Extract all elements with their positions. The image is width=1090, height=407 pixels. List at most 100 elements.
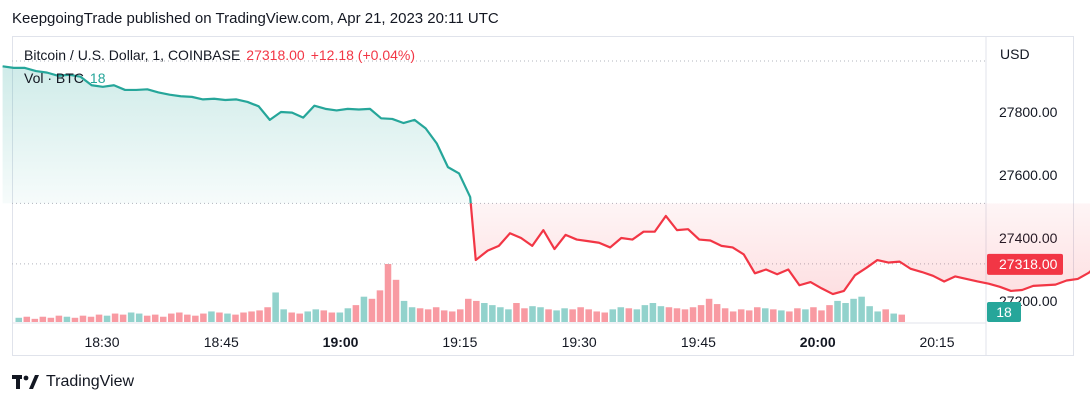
volume-bar (400, 300, 408, 322)
volume-bar (834, 300, 841, 322)
volume-bar (737, 309, 745, 322)
volume-bar (344, 308, 352, 322)
volume-bar (794, 308, 801, 322)
volume-bar (232, 314, 239, 322)
volume-bar (408, 307, 416, 322)
volume-bar (802, 309, 809, 322)
volume-bar (200, 313, 207, 322)
volume-bar (553, 310, 560, 322)
volume-bar (721, 308, 729, 322)
volume-bar (489, 305, 496, 322)
volume-bar (288, 312, 295, 322)
price-change: +12.18 (+0.04%) (310, 47, 415, 63)
volume-bar (23, 316, 31, 322)
volume-bar (633, 309, 641, 322)
y-tick-label: 27800.00 (999, 104, 1058, 120)
tradingview-logo[interactable]: TradingView (12, 373, 134, 391)
volume-bar (392, 279, 400, 322)
volume-bar (890, 313, 897, 322)
volume-bar (87, 316, 95, 322)
volume-bar (448, 311, 456, 322)
volume-bar (119, 314, 127, 322)
last-price-badge (987, 253, 1063, 275)
volume-bar (256, 310, 263, 322)
volume-value: 18 (89, 70, 106, 86)
volume-bar (657, 306, 665, 322)
volume-label[interactable]: Vol · BTC (24, 70, 84, 86)
area-below-base (470, 203, 1090, 295)
volume-bar (874, 311, 881, 322)
volume-bar (440, 310, 448, 322)
volume-bar (697, 305, 705, 322)
volume-bar (705, 298, 713, 322)
volume-bar (729, 311, 737, 322)
tradingview-brand: TradingView (46, 373, 135, 390)
price-line-up (2, 65, 472, 204)
volume-bar (762, 308, 769, 322)
volume-bar (681, 309, 689, 322)
price-line-down (469, 203, 1090, 296)
volume-bar (63, 316, 71, 322)
volume-bar (336, 312, 344, 322)
x-tick-label: 19:30 (562, 334, 597, 350)
volume-bar (312, 309, 320, 322)
volume-bar (71, 317, 79, 322)
volume-bar (368, 298, 376, 322)
volume-bar (745, 310, 753, 322)
volume-bar (778, 310, 785, 322)
volume-legend: Vol · BTC 18 (24, 70, 105, 86)
volume-bar (47, 317, 55, 322)
volume-bar (665, 307, 673, 322)
x-tick-label: 19:45 (681, 334, 716, 350)
volume-bar (159, 316, 167, 322)
volume-bar (55, 315, 63, 322)
x-tick-label: 18:30 (84, 334, 119, 350)
x-tick-label: 19:15 (442, 334, 477, 350)
volume-bar (103, 315, 111, 322)
volume-bar (818, 310, 825, 322)
volume-bar (320, 310, 328, 322)
last-price: 27318.00 (246, 47, 305, 63)
volume-bar (143, 315, 151, 322)
volume-bar (176, 312, 183, 322)
volume-bar (866, 306, 873, 322)
volume-bar (79, 315, 87, 322)
volume-bar (424, 309, 432, 322)
symbol-name[interactable]: Bitcoin / U.S. Dollar, 1, COINBASE (24, 47, 241, 63)
volume-bar (304, 311, 311, 322)
volume-bar (858, 296, 865, 322)
volume-badge (987, 302, 1021, 322)
volume-bar (577, 307, 584, 322)
volume-bar (224, 313, 231, 322)
volume-bar (456, 309, 464, 322)
volume-bar (505, 309, 512, 322)
volume-bar (673, 308, 681, 322)
currency-label: USD (1000, 46, 1030, 62)
volume-bar (473, 300, 480, 322)
volume-bar (545, 309, 552, 322)
volume-bar (151, 314, 159, 322)
volume-bar (376, 290, 384, 322)
x-tick-label: 19:00 (323, 334, 359, 350)
last-price-badge-text: 27318.00 (999, 256, 1058, 272)
x-tick-label: 20:00 (800, 334, 836, 350)
volume-bar (432, 307, 440, 322)
volume-bar (360, 296, 368, 322)
volume-bar (609, 309, 617, 322)
volume-bar (15, 317, 23, 322)
volume-bar (280, 309, 287, 322)
volume-bar (842, 303, 849, 322)
volume-bar (850, 298, 857, 322)
volume-bar (513, 303, 520, 322)
volume-bar (216, 312, 223, 322)
volume-bar (625, 308, 633, 322)
x-tick-label: 18:45 (204, 334, 239, 350)
volume-bar (617, 307, 625, 322)
volume-bar (641, 305, 649, 322)
volume-bar (465, 298, 472, 322)
volume-bar (272, 292, 279, 322)
volume-bar (770, 309, 777, 322)
volume-bar (585, 309, 592, 322)
volume-bar (192, 315, 199, 322)
